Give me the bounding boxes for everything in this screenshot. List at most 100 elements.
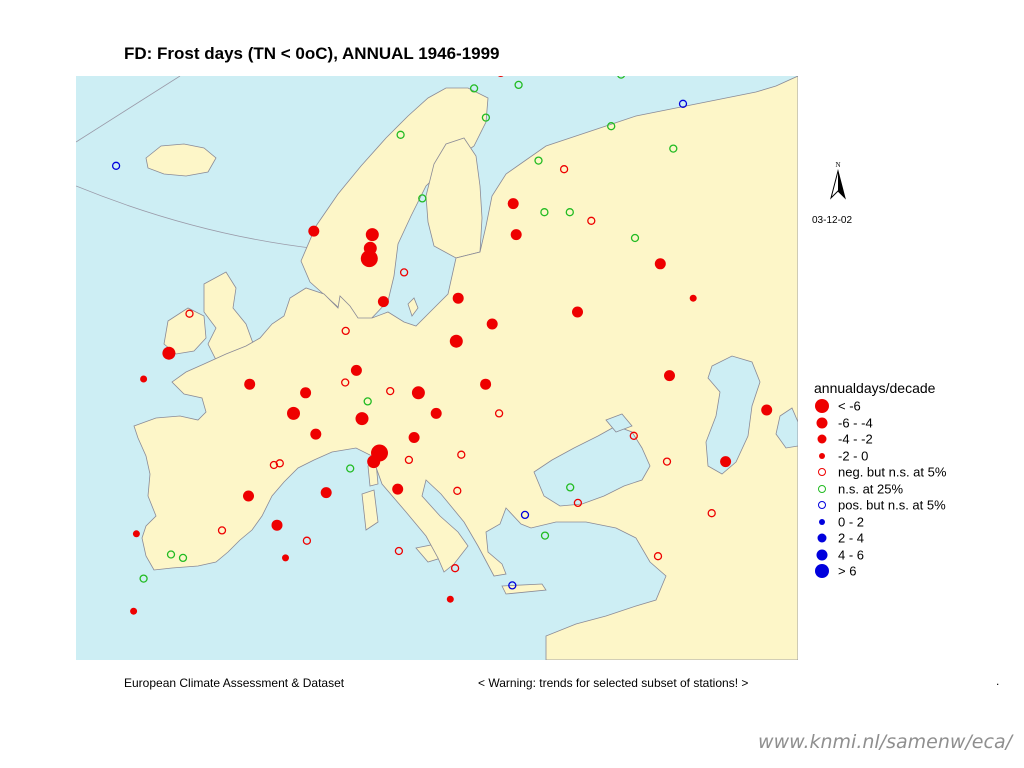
legend-marker-icon bbox=[818, 484, 826, 493]
station-marker bbox=[162, 346, 176, 360]
station-marker bbox=[653, 552, 663, 561]
station-marker bbox=[386, 386, 395, 396]
station-marker bbox=[355, 412, 369, 426]
station-marker bbox=[540, 531, 550, 540]
europe-map bbox=[76, 76, 798, 660]
station-marker bbox=[341, 378, 350, 387]
legend-marker-icon bbox=[815, 399, 829, 414]
legend-item: > 6 bbox=[814, 563, 1014, 580]
legend-marker-icon bbox=[816, 417, 828, 429]
station-marker bbox=[457, 450, 466, 459]
station-marker bbox=[185, 309, 194, 318]
map-panel bbox=[76, 76, 798, 660]
ireland-landmass bbox=[163, 307, 207, 355]
station-marker bbox=[469, 84, 479, 93]
station-marker bbox=[534, 156, 543, 165]
station-marker bbox=[720, 456, 732, 468]
station-marker bbox=[664, 370, 675, 382]
station-marker bbox=[408, 432, 420, 443]
legend-marker-icon bbox=[818, 468, 826, 477]
legend: annualdays/decade < -6 -6 - -4 -4 - -2 -2 -… bbox=[814, 380, 1014, 580]
station-marker bbox=[341, 326, 350, 336]
station-marker bbox=[178, 553, 188, 563]
station-marker bbox=[166, 550, 176, 559]
station-marker bbox=[350, 364, 362, 376]
station-marker bbox=[607, 122, 616, 131]
legend-marker-icon bbox=[818, 501, 826, 510]
legend-label: > 6 bbox=[838, 563, 857, 579]
station-marker bbox=[689, 294, 697, 302]
station-marker bbox=[566, 483, 575, 492]
footer-dot: . bbox=[996, 674, 1000, 688]
station-marker bbox=[678, 99, 688, 108]
station-marker bbox=[377, 296, 389, 308]
station-marker bbox=[587, 216, 596, 225]
legend-item: -6 - -4 bbox=[814, 415, 1014, 432]
station-marker bbox=[481, 113, 491, 122]
station-marker bbox=[449, 334, 463, 348]
station-marker bbox=[669, 144, 678, 153]
legend-marker-icon bbox=[817, 533, 827, 543]
station-marker bbox=[450, 564, 460, 573]
legend-item: < -6 bbox=[814, 398, 1014, 415]
station-marker bbox=[617, 76, 626, 79]
legend-item: -2 - 0 bbox=[814, 448, 1014, 465]
legend-label: -4 - -2 bbox=[838, 431, 873, 447]
legend-item: 4 - 6 bbox=[814, 547, 1014, 564]
legend-item: 0 - 2 bbox=[814, 514, 1014, 531]
station-marker bbox=[430, 407, 442, 419]
station-marker bbox=[139, 574, 148, 583]
station-marker bbox=[559, 165, 569, 174]
station-marker bbox=[320, 487, 332, 499]
sardinia-landmass bbox=[361, 489, 379, 531]
station-marker bbox=[396, 130, 405, 139]
station-marker bbox=[243, 490, 254, 502]
legend-marker-icon bbox=[819, 518, 825, 525]
station-marker bbox=[310, 428, 322, 440]
source-url: www.knmi.nl/samenw/eca/ bbox=[758, 731, 1012, 753]
legend-title: annualdays/decade bbox=[814, 380, 936, 396]
station-marker bbox=[662, 457, 672, 466]
legend-label: neg. but n.s. at 5% bbox=[838, 464, 947, 480]
aral-sea bbox=[775, 407, 798, 449]
station-marker bbox=[132, 530, 140, 538]
legend-label: 4 - 6 bbox=[838, 547, 865, 563]
legend-marker-icon bbox=[815, 564, 829, 579]
map-title: FD: Frost days (TN < 0oC), ANNUAL 1946-1… bbox=[124, 44, 500, 63]
station-marker bbox=[269, 460, 279, 470]
north-arrow: N bbox=[826, 160, 850, 202]
station-marker bbox=[573, 498, 583, 508]
station-marker bbox=[540, 208, 549, 217]
caspian-sea bbox=[705, 355, 761, 475]
legend-item: neg. but n.s. at 5% bbox=[814, 464, 1014, 481]
station-marker bbox=[399, 268, 409, 277]
station-marker bbox=[140, 375, 148, 383]
finland-landmass bbox=[425, 137, 483, 259]
station-marker bbox=[411, 386, 425, 400]
map-date: 03-12-02 bbox=[812, 215, 853, 226]
station-marker bbox=[446, 595, 454, 603]
legend-label: -6 - -4 bbox=[838, 415, 873, 431]
station-markers bbox=[111, 76, 773, 615]
legend-item: pos. but n.s. at 5% bbox=[814, 497, 1014, 514]
station-marker bbox=[346, 464, 355, 473]
station-marker bbox=[630, 233, 640, 243]
north-label: N bbox=[835, 161, 840, 169]
north-arrow-icon: N bbox=[830, 161, 846, 200]
iceland-landmass bbox=[145, 143, 217, 177]
station-marker bbox=[508, 581, 517, 590]
legend-label: -2 - 0 bbox=[838, 448, 869, 464]
station-marker bbox=[654, 258, 666, 270]
footer-warning: < Warning: trends for selected subset of… bbox=[478, 676, 749, 690]
legend-label: 0 - 2 bbox=[838, 514, 865, 530]
landmasses bbox=[133, 76, 798, 660]
station-marker bbox=[308, 225, 320, 237]
station-marker bbox=[394, 546, 404, 556]
continent-landmass bbox=[133, 76, 798, 660]
station-marker bbox=[130, 607, 138, 615]
legend-label: < -6 bbox=[838, 398, 861, 414]
station-marker bbox=[217, 526, 227, 535]
north-arrow-half bbox=[838, 171, 845, 198]
station-marker bbox=[418, 194, 427, 203]
legend-marker-icon bbox=[819, 452, 825, 459]
